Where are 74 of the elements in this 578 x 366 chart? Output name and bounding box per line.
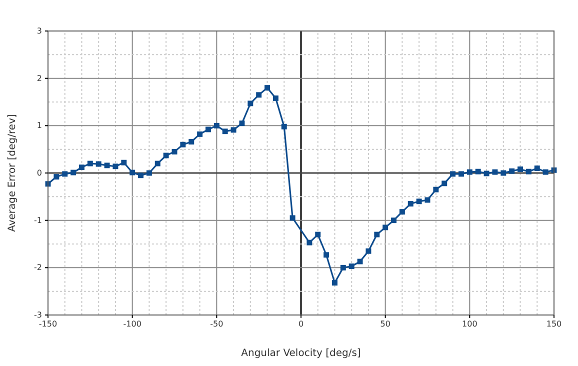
- y-tick-label: -1: [34, 216, 42, 225]
- point: [214, 122, 220, 128]
- point: [62, 171, 68, 177]
- point: [475, 168, 481, 174]
- point: [205, 126, 211, 132]
- y-tick-label: -3: [34, 310, 42, 320]
- point: [366, 248, 372, 254]
- point: [78, 164, 84, 170]
- point: [526, 168, 532, 174]
- point: [112, 164, 118, 170]
- x-tick-label: 0: [298, 320, 304, 329]
- x-tick-label: -150: [38, 320, 58, 329]
- point: [87, 160, 93, 166]
- point: [433, 186, 439, 192]
- point: [542, 169, 548, 175]
- point: [154, 160, 160, 166]
- point: [518, 166, 524, 172]
- point: [163, 152, 169, 158]
- point: [408, 201, 414, 207]
- point: [121, 160, 127, 166]
- point: [104, 162, 110, 168]
- point: [340, 264, 346, 270]
- y-tick-label: 2: [36, 74, 42, 83]
- point: [96, 161, 102, 167]
- point: [248, 100, 254, 106]
- y-axis-title: Average Error [deg/rev]: [7, 114, 18, 232]
- point: [180, 142, 186, 148]
- point: [416, 198, 422, 204]
- point: [357, 258, 363, 264]
- point: [374, 232, 380, 238]
- point: [138, 172, 144, 178]
- y-tick-label: 0: [36, 168, 42, 178]
- point: [399, 209, 405, 215]
- y-tick-label: -2: [34, 263, 42, 272]
- point: [534, 166, 540, 172]
- point: [70, 170, 76, 176]
- point: [264, 85, 270, 91]
- point: [466, 169, 472, 175]
- x-axis-title: Angular Velocity [deg/s]: [241, 348, 361, 359]
- point: [172, 148, 178, 154]
- point: [500, 170, 506, 176]
- y-tick-label: 3: [36, 26, 42, 36]
- y-tick-label: 1: [36, 121, 42, 130]
- point: [382, 224, 388, 230]
- x-tick-label: 50: [380, 320, 390, 329]
- point: [54, 174, 60, 180]
- point: [130, 170, 136, 176]
- point: [230, 127, 236, 133]
- point: [281, 124, 287, 130]
- x-tick-label: -50: [210, 320, 224, 329]
- point: [197, 131, 203, 137]
- x-tick-label: 100: [462, 320, 478, 329]
- point: [188, 139, 194, 144]
- point: [391, 218, 397, 224]
- point: [222, 128, 228, 134]
- point: [290, 215, 296, 221]
- point: [146, 170, 152, 176]
- point: [272, 95, 278, 101]
- point: [458, 171, 464, 177]
- point: [450, 171, 456, 177]
- point: [509, 168, 515, 174]
- point: [424, 197, 430, 203]
- point: [306, 240, 312, 246]
- point: [315, 232, 321, 238]
- point: [492, 169, 498, 175]
- x-tick-label: -100: [123, 320, 142, 329]
- point: [442, 180, 448, 186]
- point: [256, 92, 262, 98]
- point: [239, 120, 245, 126]
- point: [332, 280, 338, 286]
- point: [348, 264, 354, 269]
- x-tick-label: 150: [546, 320, 562, 329]
- point: [484, 170, 490, 176]
- point: [324, 252, 330, 258]
